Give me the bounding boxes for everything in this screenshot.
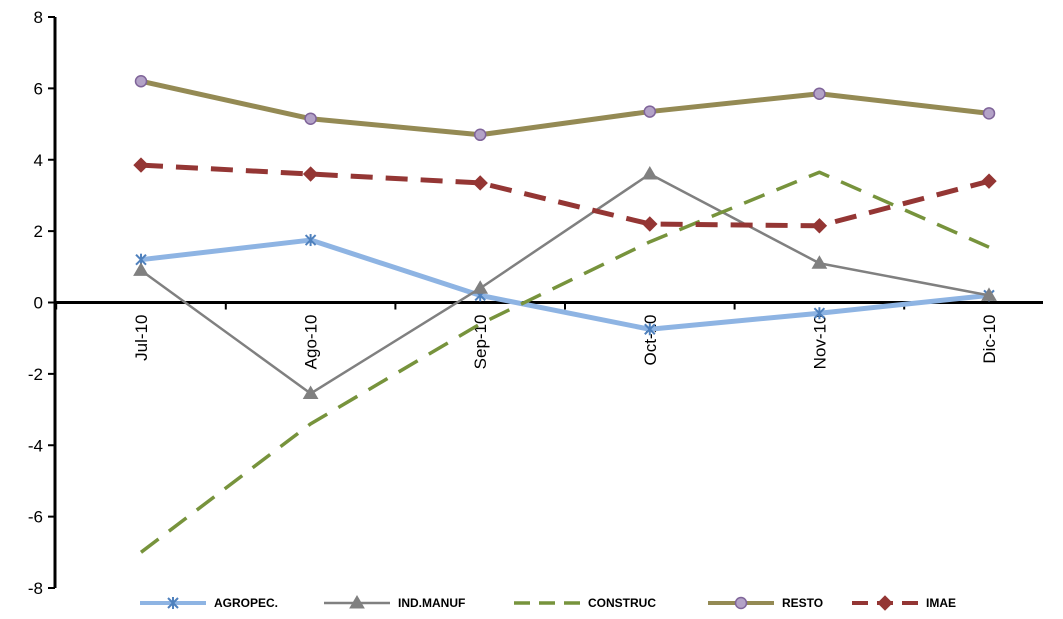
- series-layer: [133, 74, 997, 554]
- y-tick-label: -6: [28, 508, 43, 527]
- series-agropec: [135, 234, 995, 336]
- x-tick-label: Ago-10: [302, 315, 321, 370]
- y-tick-label: -4: [28, 436, 43, 455]
- data-point: [642, 216, 658, 232]
- data-point: [813, 307, 826, 320]
- data-point: [734, 596, 748, 610]
- data-point: [133, 262, 149, 276]
- legend-item: CONSTRUC: [514, 596, 656, 610]
- legend-label: RESTO: [782, 596, 823, 610]
- data-point: [811, 255, 828, 269]
- series-line: [140, 237, 990, 332]
- data-point: [641, 166, 658, 180]
- legend-label: AGROPEC.: [214, 596, 278, 610]
- data-point: [167, 597, 179, 609]
- series-imae: [133, 157, 997, 234]
- data-point: [472, 175, 488, 191]
- y-tick-label: 8: [34, 8, 43, 27]
- y-tick-label: 0: [34, 294, 43, 313]
- x-tick-label: Dic-10: [980, 315, 999, 364]
- x-tick-label: Nov-10: [810, 315, 829, 370]
- legend-item: AGROPEC.: [140, 596, 278, 610]
- data-point: [302, 385, 319, 400]
- y-tick-label: -2: [28, 365, 43, 384]
- data-point: [643, 105, 657, 118]
- x-tick-label: Sep-10: [471, 315, 490, 370]
- data-point: [472, 280, 489, 294]
- data-point: [877, 595, 893, 611]
- data-point: [349, 595, 365, 609]
- legend: AGROPEC. IND.MANUF CONSTRUC RESTO IMAE: [140, 595, 956, 611]
- series-line: [140, 162, 990, 229]
- data-point: [473, 128, 487, 142]
- data-point: [982, 107, 996, 120]
- series-resto: [134, 74, 996, 142]
- data-point: [811, 218, 828, 234]
- data-point: [304, 112, 317, 125]
- y-tick-label: -8: [28, 579, 43, 598]
- legend-label: IND.MANUF: [398, 596, 465, 610]
- data-point: [134, 74, 148, 88]
- x-tick-label: Jul-10: [132, 315, 151, 361]
- legend-item: IND.MANUF: [324, 595, 465, 610]
- legend-item: RESTO: [708, 596, 823, 610]
- y-tick-label: 6: [34, 79, 43, 98]
- data-point: [304, 234, 317, 247]
- legend-label: CONSTRUC: [588, 596, 656, 610]
- y-tick-label: 4: [34, 151, 43, 170]
- data-point: [644, 323, 656, 336]
- legend-item: IMAE: [852, 595, 956, 611]
- data-point: [981, 287, 997, 301]
- data-point: [133, 157, 149, 173]
- data-point: [813, 87, 826, 100]
- series-line: [140, 172, 990, 395]
- series-construc: [139, 170, 990, 554]
- legend-label: IMAE: [926, 596, 956, 610]
- axes: -8 -6 -4 -2 0 2 4 6 8 Jul-10 Ago-10 Sep-10 Oct-10 Nov…: [28, 8, 1043, 598]
- data-point: [302, 166, 319, 182]
- y-tick-label: 2: [34, 222, 43, 241]
- data-point: [981, 173, 997, 189]
- series-line: [139, 170, 990, 554]
- x-tick-label: Oct-10: [641, 315, 660, 366]
- series-line: [140, 78, 990, 138]
- series-ind-manuf: [133, 166, 997, 400]
